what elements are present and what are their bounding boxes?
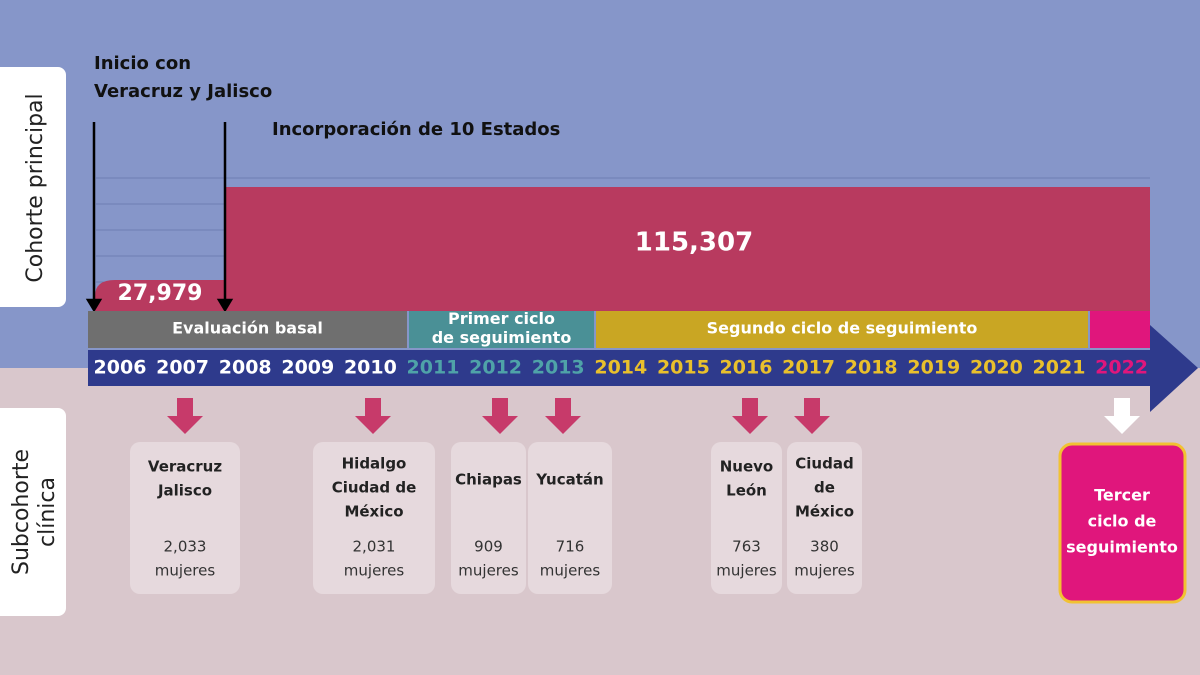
annotation: Inicio con Veracruz y Jalisco — [94, 53, 272, 102]
section-box — [0, 67, 66, 307]
card-title: Jalisco — [157, 482, 212, 500]
card-count: 2,033 — [164, 538, 207, 556]
next-label: ciclo de — [1088, 512, 1157, 531]
card — [451, 442, 526, 594]
year-label: 2020 — [970, 357, 1023, 379]
down-arrow — [482, 398, 518, 434]
year-label: 2013 — [532, 357, 585, 379]
card — [528, 442, 612, 594]
phase-label: Evaluación basal — [172, 319, 323, 338]
year-label: 2014 — [594, 357, 647, 379]
down-arrow — [732, 398, 768, 434]
down-arrow — [545, 398, 581, 434]
annotation: Incorporación de 10 Estados — [272, 119, 560, 140]
card — [130, 442, 240, 594]
card-unit: mujeres — [155, 562, 216, 580]
card-title: Hidalgo — [342, 455, 407, 473]
card-count: 763 — [732, 538, 761, 556]
card-count: 716 — [556, 538, 585, 556]
down-arrow — [794, 398, 830, 434]
card-unit: mujeres — [794, 562, 855, 580]
card-title: Ciudad — [795, 455, 853, 473]
year-label: 2019 — [907, 357, 960, 379]
cohort-count: 27,979 — [118, 281, 203, 306]
card — [313, 442, 435, 594]
next-card — [1058, 442, 1187, 604]
phase-label: Segundo ciclo de seguimiento — [707, 319, 978, 338]
cohort-count: 115,307 — [635, 228, 753, 258]
phase-bar — [1090, 311, 1150, 348]
card-title: Ciudad de — [332, 479, 417, 497]
year-label: 2015 — [657, 357, 710, 379]
down-arrow — [1104, 398, 1140, 434]
year-label: 2021 — [1033, 357, 1086, 379]
phase-label: Primer ciclo — [448, 309, 555, 328]
down-arrow — [167, 398, 203, 434]
cohort-bar — [95, 280, 225, 311]
card-title: México — [795, 503, 854, 521]
phase-bar — [88, 311, 407, 348]
year-label: 2017 — [782, 357, 835, 379]
phase-bar — [409, 311, 594, 348]
year-label: 2008 — [219, 357, 272, 379]
card-count: 380 — [810, 538, 839, 556]
year-label: 2016 — [720, 357, 773, 379]
card-title: León — [726, 482, 767, 500]
down-arrow — [355, 398, 391, 434]
card-unit: mujeres — [716, 562, 777, 580]
card-title: Nuevo — [720, 458, 774, 476]
card-unit: mujeres — [458, 562, 519, 580]
card — [787, 442, 862, 594]
card-title: Veracruz — [148, 458, 222, 476]
next-label: Tercer — [1094, 486, 1150, 505]
card-unit: mujeres — [540, 562, 601, 580]
card-unit: mujeres — [344, 562, 405, 580]
phase-label: de seguimiento — [432, 328, 572, 347]
year-label: 2010 — [344, 357, 397, 379]
next-label: seguimiento — [1066, 538, 1178, 557]
card-title: Yucatán — [535, 471, 603, 489]
cohort-bar — [225, 187, 1150, 311]
card-title: México — [344, 503, 403, 521]
card-count: 2,031 — [353, 538, 396, 556]
card-count: 909 — [474, 538, 503, 556]
card-title: de — [814, 479, 835, 497]
year-label: 2007 — [156, 357, 209, 379]
card-title: Chiapas — [455, 471, 522, 489]
section-label: Subcohorte — [9, 449, 34, 575]
year-label: 2006 — [94, 357, 147, 379]
year-label: 2011 — [407, 357, 460, 379]
phase-bar — [596, 311, 1088, 348]
section-label: Cohorte principal — [23, 93, 48, 282]
year-label: 2009 — [281, 357, 334, 379]
year-label: 2022 — [1095, 357, 1148, 379]
timeline-arrow — [88, 325, 1198, 412]
pointer-arrows — [85, 122, 234, 313]
section-box — [0, 408, 66, 616]
year-label: 2012 — [469, 357, 522, 379]
card — [711, 442, 782, 594]
year-label: 2018 — [845, 357, 898, 379]
section-label: clínica — [35, 477, 60, 547]
